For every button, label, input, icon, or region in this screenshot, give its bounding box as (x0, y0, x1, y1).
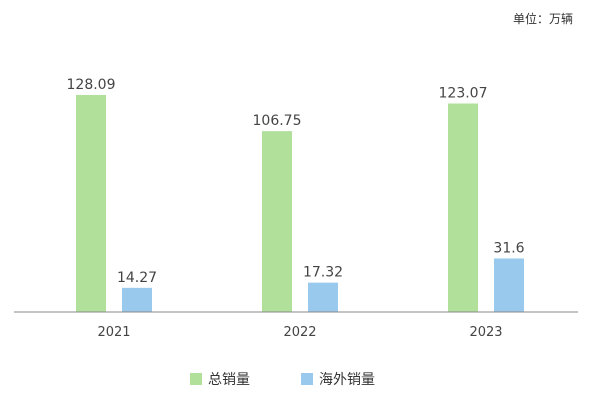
bars-layer: 128.09 106.75 123.07 14.27 17.32 31.6 (67, 77, 525, 312)
value-label-overseas-2021: 14.27 (117, 270, 157, 286)
bar-overseas-2023 (494, 258, 524, 312)
x-tick-label-2022: 2022 (283, 325, 316, 340)
bar-total-2023 (448, 103, 478, 312)
unit-label: 单位：万辆 (513, 11, 573, 26)
bar-overseas-2021 (122, 287, 152, 312)
bar-total-2021 (76, 95, 106, 312)
value-label-total-2022: 106.75 (253, 113, 302, 129)
bar-overseas-2022 (308, 282, 338, 312)
value-label-overseas-2022: 17.32 (303, 265, 343, 281)
legend-swatch-total (190, 373, 202, 385)
x-tick-label-2021: 2021 (97, 325, 130, 340)
bar-total-2022 (262, 131, 292, 312)
tick-labels: 2021 2022 2023 (97, 325, 502, 340)
x-tick-label-2023: 2023 (469, 325, 502, 340)
legend: 总销量 海外销量 (190, 372, 375, 388)
legend-swatch-overseas (301, 373, 313, 385)
legend-label-total: 总销量 (208, 372, 250, 388)
value-label-overseas-2023: 31.6 (493, 240, 524, 256)
legend-label-overseas: 海外销量 (319, 372, 375, 388)
value-label-total-2021: 128.09 (67, 77, 116, 93)
value-label-total-2023: 123.07 (439, 86, 488, 102)
